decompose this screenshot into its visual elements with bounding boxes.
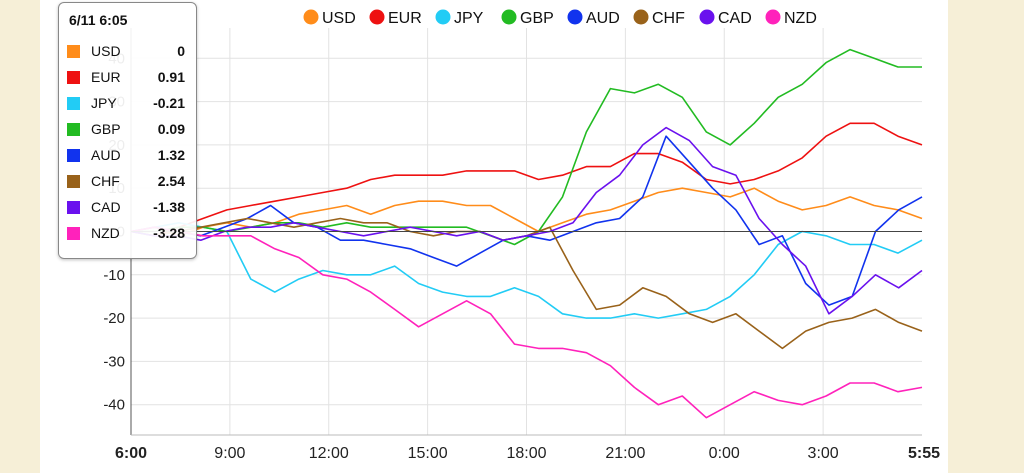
y-tick-label: -30 — [103, 353, 125, 370]
legend-label-chf: CHF — [652, 10, 685, 27]
x-tick-label: 9:00 — [214, 445, 245, 462]
tooltip-value: 0.09 — [157, 121, 185, 137]
legend-dot-eur — [369, 9, 385, 25]
tooltip-currency: EUR — [91, 69, 121, 85]
legend-label-gbp: GBP — [520, 10, 554, 27]
legend-dot-cad — [699, 9, 715, 25]
tooltip-currency: CHF — [91, 173, 120, 189]
tooltip-row-eur: EUR 0.91 — [67, 68, 191, 88]
series-line-cad — [130, 126, 923, 315]
x-tick-label: 21:00 — [605, 445, 645, 462]
legend-label-usd: USD — [322, 10, 356, 27]
legend-label-cad: CAD — [718, 10, 752, 27]
tooltip-swatch — [67, 149, 80, 162]
x-tick-label: 5:55 — [908, 445, 940, 462]
tooltip-swatch — [67, 123, 80, 136]
y-tick-label: -20 — [103, 310, 125, 327]
tooltip-swatch — [67, 227, 80, 240]
tooltip-value: -0.21 — [153, 95, 185, 111]
tooltip-currency: NZD — [91, 225, 120, 241]
legend-label-aud: AUD — [586, 10, 620, 27]
legend-dot-nzd — [765, 9, 781, 25]
tooltip-value: 0.91 — [157, 69, 185, 85]
tooltip-time: 6/11 6:05 — [69, 12, 128, 28]
tooltip-row-gbp: GBP 0.09 — [67, 120, 191, 140]
tooltip-value: 2.54 — [157, 173, 185, 189]
tooltip-row-usd: USD 0 — [67, 42, 191, 62]
legend-dot-usd — [303, 9, 319, 25]
tooltip-row-chf: CHF 2.54 — [67, 172, 191, 192]
legend-dot-aud — [567, 9, 583, 25]
tooltip-currency: JPY — [91, 95, 117, 111]
tooltip-row-cad: CAD -1.38 — [67, 198, 191, 218]
tooltip-currency: GBP — [91, 121, 121, 137]
x-tick-label: 15:00 — [408, 445, 448, 462]
legend-label-jpy: JPY — [454, 10, 484, 27]
series-line-eur — [130, 122, 923, 237]
legend-dot-chf — [633, 9, 649, 25]
tooltip-value: -1.38 — [153, 199, 185, 215]
legend-dot-gbp — [501, 9, 517, 25]
series-line-gbp — [131, 48, 922, 246]
tooltip-swatch — [67, 201, 80, 214]
tooltip-currency: USD — [91, 43, 121, 59]
legend-label-nzd: NZD — [784, 10, 817, 27]
x-tick-label: 12:00 — [309, 445, 349, 462]
series-line-nzd — [130, 226, 923, 419]
legend-label-eur: EUR — [388, 10, 422, 27]
tooltip-value: 0 — [177, 43, 185, 59]
x-tick-label: 0:00 — [709, 445, 740, 462]
tooltip-value: 1.32 — [157, 147, 185, 163]
x-tick-label: 6:00 — [115, 445, 147, 462]
tooltip-swatch — [67, 97, 80, 110]
y-tick-label: -40 — [103, 397, 125, 414]
tooltip-row-aud: AUD 1.32 — [67, 146, 191, 166]
tooltip-swatch — [67, 175, 80, 188]
series-line-jpy — [130, 222, 923, 319]
y-tick-label: -10 — [103, 267, 125, 284]
tooltip-currency: AUD — [91, 147, 121, 163]
tooltip-swatch — [67, 45, 80, 58]
tooltip-value: -3.28 — [153, 225, 185, 241]
tooltip-row-nzd: NZD -3.28 — [67, 224, 191, 244]
tooltip-row-jpy: JPY -0.21 — [67, 94, 191, 114]
tooltip-swatch — [67, 71, 80, 84]
tooltip: 6/11 6:05 USD 0 EUR 0.91 JPY -0.21 GBP 0… — [58, 2, 197, 259]
x-tick-label: 18:00 — [506, 445, 546, 462]
tooltip-currency: CAD — [91, 199, 121, 215]
x-tick-label: 3:00 — [808, 445, 839, 462]
legend-dot-jpy — [435, 9, 451, 25]
